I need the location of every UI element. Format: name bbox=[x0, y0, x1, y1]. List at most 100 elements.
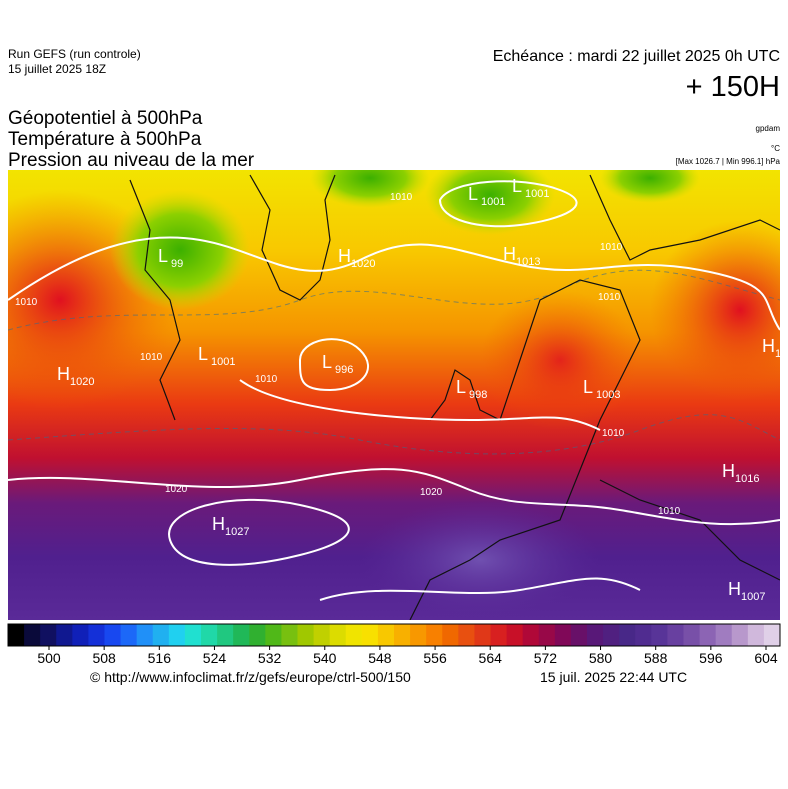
colorbar-cell bbox=[410, 624, 427, 646]
colorbar-cell bbox=[651, 624, 668, 646]
unit-label: gpdam bbox=[756, 124, 781, 133]
center-value: 998 bbox=[469, 389, 487, 401]
center-symbol: H bbox=[762, 336, 775, 356]
colorbar-cell bbox=[506, 624, 524, 646]
colorbar-cell bbox=[683, 624, 701, 646]
colorbar-cell bbox=[345, 624, 363, 646]
colorbar-tick-label: 548 bbox=[368, 650, 392, 666]
colorbar-tick-label: 500 bbox=[37, 650, 61, 666]
title-line: Pression au niveau de la mer bbox=[8, 150, 255, 171]
colorbar-tick-label: 596 bbox=[699, 650, 723, 666]
center-value: 1 bbox=[775, 348, 781, 360]
colorbar-cell bbox=[522, 624, 540, 646]
center-symbol: L bbox=[158, 246, 168, 266]
colorbar-cell bbox=[635, 624, 652, 646]
colorbar-cell bbox=[40, 624, 57, 646]
colorbar-cell bbox=[72, 624, 89, 646]
isobar-label: 1010 bbox=[658, 506, 681, 517]
colorbar-cell bbox=[313, 624, 331, 646]
center-value: 1001 bbox=[525, 188, 549, 200]
center-symbol: L bbox=[198, 344, 208, 364]
colorbar-cell bbox=[570, 624, 588, 646]
colorbar-cell bbox=[394, 624, 411, 646]
center-value: 1020 bbox=[70, 376, 94, 388]
colorbar-cell bbox=[24, 624, 41, 646]
center-symbol: L bbox=[456, 377, 466, 397]
isobar-label: 1010 bbox=[255, 374, 278, 385]
center-symbol: H bbox=[728, 579, 741, 599]
colorbar-tick-label: 604 bbox=[754, 650, 778, 666]
colorbar-cell bbox=[249, 624, 266, 646]
isobar-label: 1010 bbox=[140, 352, 163, 363]
colorbar-cell bbox=[201, 624, 218, 646]
center-symbol: H bbox=[212, 514, 225, 534]
unit-label: [Max 1026.7 | Min 996.1] hPa bbox=[676, 157, 781, 166]
center-symbol: H bbox=[57, 364, 70, 384]
colorbar-cell bbox=[490, 624, 508, 646]
colorbar-cell bbox=[217, 624, 234, 646]
colorbar-cell bbox=[152, 624, 170, 646]
colorbar-cell bbox=[747, 624, 765, 646]
colorbar-cell bbox=[715, 624, 733, 646]
center-value: 1013 bbox=[516, 256, 540, 268]
colorbar-frame bbox=[7, 623, 781, 647]
center-symbol: L bbox=[468, 184, 478, 204]
isobar-label: 1020 bbox=[165, 484, 188, 495]
colorbar-cell bbox=[56, 624, 73, 646]
valid-time: Echéance : mardi 22 juillet 2025 0h UTC bbox=[493, 48, 780, 65]
map bbox=[8, 170, 780, 620]
colorbar-tick-label: 524 bbox=[203, 650, 227, 666]
center-symbol: L bbox=[512, 176, 522, 196]
colorbar-cell bbox=[763, 624, 781, 646]
colorbar-cell bbox=[667, 624, 684, 646]
colorbar-tick-label: 516 bbox=[148, 650, 172, 666]
colorbar-cell bbox=[8, 624, 25, 646]
isobar-label: 1010 bbox=[602, 428, 625, 439]
colorbar-tick-label: 556 bbox=[423, 650, 447, 666]
center-symbol: H bbox=[503, 244, 516, 264]
center-value: 1027 bbox=[225, 526, 249, 538]
isobar-label: 1010 bbox=[598, 292, 621, 303]
colorbar-cell bbox=[426, 624, 443, 646]
lead-time: + 150H bbox=[686, 71, 780, 103]
colorbar-tick-label: 540 bbox=[313, 650, 337, 666]
colorbar: 500 508 516 524 532 540 548 556 564 572 580 588 596 6… bbox=[7, 623, 781, 666]
colorbar-cell bbox=[297, 624, 315, 646]
isobar-labels: 1010 1010 1010 1010 1010 1010 1010 1020 1020 1010 bbox=[15, 192, 681, 517]
colorbar-tick-label: 580 bbox=[589, 650, 613, 666]
isobar-label: 1010 bbox=[390, 192, 413, 203]
colorbar-tick-label: 532 bbox=[258, 650, 282, 666]
isobar-label: 1010 bbox=[15, 297, 38, 308]
center-value: 1001 bbox=[481, 196, 505, 208]
colorbar-cell bbox=[136, 624, 154, 646]
colorbar-cell bbox=[329, 624, 347, 646]
colorbar-cell bbox=[184, 624, 202, 646]
center-value: 1016 bbox=[735, 473, 759, 485]
center-value: 1020 bbox=[351, 258, 375, 270]
colorbar-cell bbox=[554, 624, 572, 646]
center-value: 1007 bbox=[741, 591, 765, 603]
title-line: Géopotentiel à 500hPa bbox=[8, 108, 203, 129]
colorbar-tick-label: 572 bbox=[534, 650, 558, 666]
center-symbol: H bbox=[338, 246, 351, 266]
colorbar-cell bbox=[603, 624, 620, 646]
colorbar-cell bbox=[361, 624, 379, 646]
colorbar-cell bbox=[104, 624, 122, 646]
colorbar-cell bbox=[731, 624, 749, 646]
title-line: Température à 500hPa bbox=[8, 129, 202, 150]
center-symbol: H bbox=[722, 461, 735, 481]
center-value: 1003 bbox=[596, 389, 620, 401]
colorbar-tick-label: 564 bbox=[479, 650, 503, 666]
run-label: Run GEFS (run controle) bbox=[8, 47, 141, 61]
colorbar-cell bbox=[587, 624, 604, 646]
colorbar-cell bbox=[281, 624, 298, 646]
colorbar-cell bbox=[619, 624, 636, 646]
colorbar-cell bbox=[474, 624, 491, 646]
colorbar-cell bbox=[538, 624, 556, 646]
center-symbol: L bbox=[322, 352, 332, 372]
colorbar-cell bbox=[265, 624, 282, 646]
center-value: 1001 bbox=[211, 356, 235, 368]
center-symbol: L bbox=[583, 377, 593, 397]
